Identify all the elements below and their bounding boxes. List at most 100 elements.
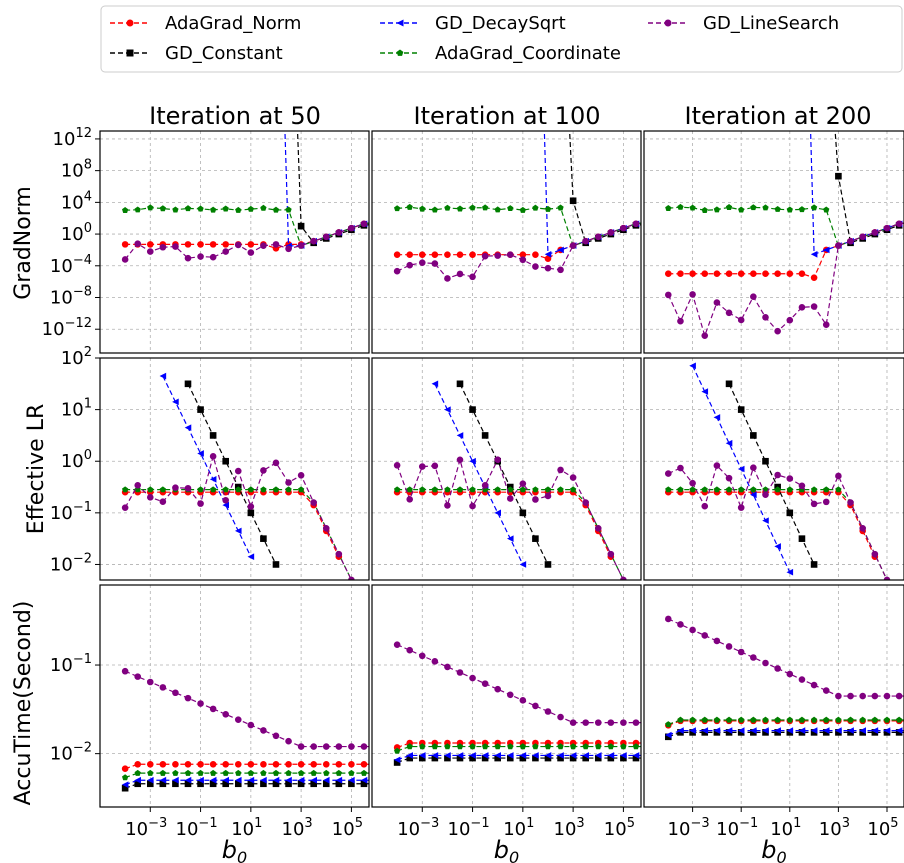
marker-adagrad_coordinate-19: [896, 716, 903, 723]
marker-gd_constant-10: [696, 220, 703, 227]
marker-adagrad_coordinate-6: [469, 743, 476, 750]
marker-adagrad_norm-3: [159, 760, 167, 768]
marker-gd_linesearch-1: [677, 621, 684, 628]
marker-gd_constant-13: [285, 780, 292, 788]
series-line-gd_linesearch: [124, 222, 369, 260]
marker-adagrad_norm-5: [184, 760, 192, 768]
marker-gd_constant-1: [677, 729, 684, 736]
marker-adagrad_coordinate-0: [122, 774, 129, 781]
marker-adagrad_coordinate-10: [247, 486, 254, 493]
marker-adagrad_norm-11: [532, 251, 539, 258]
series-gd_linesearch: [121, 667, 369, 750]
marker-gd_constant-19: [895, 729, 903, 736]
marker-gd_linesearch-4: [444, 275, 451, 282]
marker-gd_linesearch-1: [134, 240, 142, 247]
marker-adagrad_coordinate-2: [147, 486, 154, 493]
panel-frame: [99, 584, 370, 808]
marker-adagrad_coordinate-8: [494, 743, 501, 750]
series-line-adagrad_coordinate: [397, 489, 624, 580]
marker-adagrad_coordinate-20: [645, 219, 651, 225]
marker-gd_linesearch-8: [222, 710, 230, 718]
marker-adagrad_coordinate-10: [786, 486, 793, 493]
legend-entry-gd_constant: GD_Constant: [110, 43, 283, 64]
marker-adagrad_coordinate-18: [883, 716, 891, 723]
marker-adagrad_coordinate-6: [197, 205, 204, 212]
marker-gd_linesearch-2: [689, 291, 696, 298]
marker-adagrad_coordinate-24: [696, 219, 702, 225]
marker-gd_decaysqrt-16: [859, 727, 866, 734]
marker-gd_constant-24: [424, 780, 431, 787]
marker-gd_decaysqrt-10: [411, 219, 418, 226]
marker-gd_linesearch-17: [335, 550, 343, 558]
marker-gd_constant-24: [696, 755, 703, 762]
marker-adagrad_coordinate-0: [122, 486, 129, 493]
series-adagrad_coordinate: [122, 204, 369, 249]
marker-gd_decaysqrt-8: [222, 776, 230, 784]
marker-gd_constant-4: [713, 729, 721, 736]
marker-gd_constant-11: [708, 220, 715, 227]
marker-adagrad_norm-8: [222, 241, 230, 248]
panel-frame: [643, 584, 904, 808]
ylabel-gradnorm: GradNorm: [11, 186, 36, 300]
xtick-label: 105: [332, 816, 363, 840]
marker-gd_decaysqrt-5: [494, 509, 502, 517]
marker-gd_decaysqrt-0: [121, 781, 129, 788]
marker-adagrad_coordinate-13: [285, 486, 292, 493]
marker-adagrad_coordinate-16: [595, 743, 602, 750]
marker-adagrad_coordinate-11: [260, 769, 267, 776]
marker-adagrad_coordinate-23: [683, 743, 689, 749]
marker-adagrad_norm-6: [197, 760, 204, 768]
marker-gd_constant-6: [645, 220, 652, 227]
marker-gd_decaysqrt-7: [373, 219, 380, 226]
marker-adagrad_coordinate-5: [456, 205, 464, 212]
marker-gd_constant-10: [786, 729, 794, 736]
series-gd_linesearch: [664, 462, 891, 580]
marker-gd_linesearch-13: [285, 245, 292, 253]
marker-adagrad_norm-18: [348, 760, 355, 768]
marker-gd_decaysqrt-3: [197, 450, 204, 457]
legend-marker: [396, 49, 404, 56]
marker-gd_linesearch-18: [620, 224, 627, 232]
series-adagrad_coordinate: [665, 203, 904, 249]
series-group: [121, 131, 418, 263]
panel-frame: [371, 584, 642, 808]
legend-entry-adagrad_norm: AdaGrad_Norm: [110, 13, 301, 34]
marker-adagrad_coordinate-0: [665, 205, 672, 211]
ytick-label: 10−1: [50, 500, 92, 524]
marker-gd_constant-17: [607, 754, 615, 762]
marker-gd_decaysqrt-9: [506, 752, 514, 759]
marker-gd_linesearch-3: [159, 498, 167, 506]
marker-gd_linesearch-2: [146, 248, 154, 255]
marker-gd_linesearch-6: [737, 316, 745, 324]
marker-adagrad_norm-5: [184, 241, 192, 248]
marker-gd_decaysqrt-1: [677, 727, 684, 734]
marker-adagrad_coordinate-13: [823, 716, 830, 723]
marker-gd_constant-0: [835, 172, 842, 180]
marker-gd_decaysqrt-24: [696, 752, 703, 759]
series-group: [664, 362, 891, 580]
panel-frame: [99, 130, 370, 354]
marker-adagrad_norm-2: [146, 241, 154, 248]
marker-adagrad_coordinate-2: [689, 204, 696, 211]
marker-gd_linesearch-3: [701, 502, 709, 510]
series-line-gd_constant: [728, 383, 815, 565]
marker-gd_decaysqrt-17: [607, 752, 615, 759]
marker-gd_decaysqrt-17: [871, 727, 879, 734]
marker-adagrad_coordinate-6: [738, 486, 745, 493]
marker-adagrad_coordinate-9: [774, 486, 781, 493]
marker-gd_constant-7: [481, 754, 489, 762]
marker-gd_linesearch-19: [632, 220, 640, 228]
marker-gd_linesearch-13: [557, 266, 564, 274]
marker-adagrad_coordinate-3: [701, 716, 708, 723]
marker-gd_decaysqrt-16: [322, 776, 330, 784]
marker-gd_linesearch-17: [607, 550, 615, 558]
marker-adagrad_coordinate-7: [750, 716, 757, 723]
marker-gd_linesearch-20: [645, 219, 652, 226]
marker-gd_linesearch-12: [272, 732, 280, 740]
series-gd_linesearch: [664, 220, 904, 339]
marker-gd_decaysqrt-22: [670, 752, 677, 759]
marker-adagrad_norm-7: [750, 270, 757, 278]
ytick-label: 100: [61, 221, 92, 245]
marker-gd_linesearch-2: [418, 652, 426, 660]
marker-adagrad_coordinate-12: [272, 486, 280, 493]
